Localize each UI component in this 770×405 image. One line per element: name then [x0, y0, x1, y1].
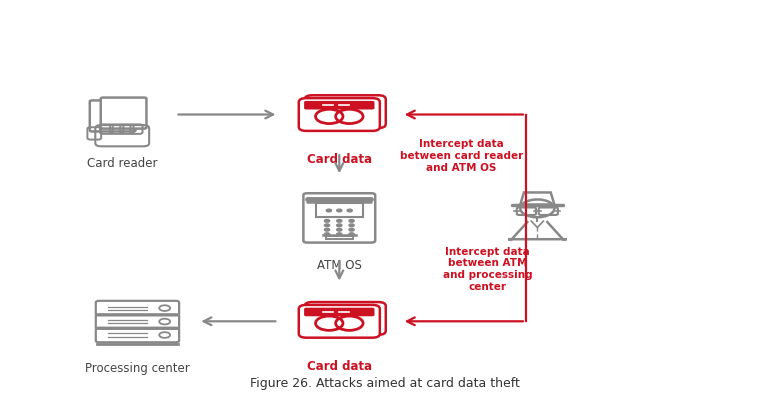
Bar: [316, 204, 363, 217]
Bar: [326, 237, 353, 239]
Circle shape: [336, 220, 342, 223]
Text: Processing center: Processing center: [85, 361, 190, 374]
Text: Card data: Card data: [306, 153, 372, 166]
FancyBboxPatch shape: [101, 98, 146, 129]
Circle shape: [324, 229, 330, 232]
Circle shape: [343, 318, 348, 321]
Bar: [313, 101, 378, 106]
Circle shape: [347, 210, 353, 212]
Circle shape: [343, 112, 348, 115]
FancyBboxPatch shape: [305, 96, 386, 129]
Circle shape: [349, 220, 354, 223]
Text: Intercept data
between ATM
and processing
center: Intercept data between ATM and processin…: [443, 246, 533, 291]
FancyBboxPatch shape: [305, 302, 386, 335]
Circle shape: [336, 210, 342, 212]
Text: Card reader: Card reader: [87, 157, 158, 170]
Circle shape: [334, 318, 340, 321]
Circle shape: [349, 233, 354, 236]
Circle shape: [336, 224, 342, 227]
Text: ATM OS: ATM OS: [317, 258, 362, 271]
FancyBboxPatch shape: [299, 99, 380, 132]
Circle shape: [336, 229, 342, 232]
FancyBboxPatch shape: [299, 305, 380, 338]
Circle shape: [349, 229, 354, 232]
FancyBboxPatch shape: [304, 102, 374, 110]
Text: Intercept data
between card reader
and ATM OS: Intercept data between card reader and A…: [400, 139, 523, 172]
Text: Card data: Card data: [306, 359, 372, 372]
Circle shape: [351, 112, 356, 115]
Circle shape: [324, 233, 330, 236]
Circle shape: [326, 210, 332, 212]
Bar: [313, 307, 378, 313]
Circle shape: [324, 224, 330, 227]
Circle shape: [349, 224, 354, 227]
FancyBboxPatch shape: [304, 308, 374, 317]
Circle shape: [324, 220, 330, 223]
Circle shape: [334, 112, 340, 115]
Circle shape: [336, 233, 342, 236]
Circle shape: [351, 318, 356, 321]
Text: Figure 26. Attacks aimed at card data theft: Figure 26. Attacks aimed at card data th…: [250, 376, 520, 389]
